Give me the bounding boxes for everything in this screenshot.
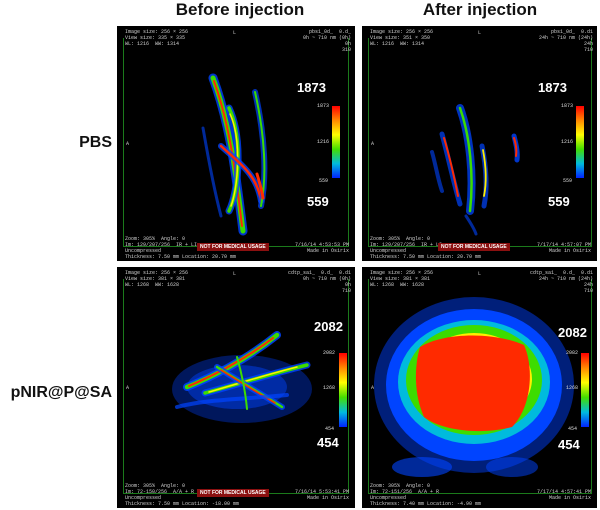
orientation-marker-left: A xyxy=(126,385,130,391)
min-value-label: 454 xyxy=(317,435,339,450)
min-value-label: 559 xyxy=(307,194,329,209)
orientation-marker-top: L xyxy=(233,30,237,36)
image-footer-right: 7/16/14 5:53:41 PM Made in Osirix xyxy=(294,489,349,501)
color-scale-bar xyxy=(339,353,347,427)
max-value-label: 2082 xyxy=(314,319,343,334)
fluorescence-image xyxy=(430,104,520,236)
color-scale-bar xyxy=(332,106,340,178)
fluorescence-image xyxy=(201,73,268,236)
column-title-after: After injection xyxy=(422,0,538,19)
color-scale-bar xyxy=(576,106,584,178)
image-footer-right: 7/17/14 4:57:07 PM Made in Osirix xyxy=(536,242,591,254)
scale-min-label: 454 xyxy=(325,426,335,432)
orientation-marker-top: L xyxy=(478,271,482,277)
max-value-label: 1873 xyxy=(538,80,567,95)
image-panel-pnir-before: Image size: 256 × 256 View size: 381 × 3… xyxy=(117,267,355,508)
image-header-left: Image size: 256 × 256 View size: 335 × 3… xyxy=(125,29,189,47)
image-header-right: pbs1_0d_ 0.d1 24h ~ 710 nm (24h) 24h 710 xyxy=(538,29,593,53)
orientation-marker-left: A xyxy=(371,141,375,147)
image-footer: Zoom: 305% Angle: 0 Im: 72-150/256 A/A +… xyxy=(125,483,240,507)
image-header-right: pbs1_0d_ 0.d_ 0h ~ 710 nm (0h) 0h 310 xyxy=(302,29,351,53)
column-title-before: Before injection xyxy=(175,0,305,19)
scale-max-label: 2082 xyxy=(323,350,336,356)
image-header-left: Image size: 256 × 256 View size: 351 × 3… xyxy=(370,29,434,47)
image-header-left: Image size: 256 × 256 View size: 381 × 3… xyxy=(125,270,189,288)
fluorescence-image xyxy=(172,331,312,423)
fluorescence-image xyxy=(374,297,574,477)
scale-mid-label: 1268 xyxy=(323,385,336,391)
image-footer: Zoom: 305% Angle: 0 Im: 72-151/256 A/A +… xyxy=(370,483,482,507)
row-label-pnir: pNIR@P@SA xyxy=(10,384,112,401)
scale-mid-label: 1216 xyxy=(317,139,330,145)
min-value-label: 559 xyxy=(548,194,570,209)
orientation-marker-left: A xyxy=(371,385,375,391)
scale-max-label: 2082 xyxy=(566,350,579,356)
scale-min-label: 559 xyxy=(563,178,573,184)
image-panel-pbs-after: Image size: 256 × 256 View size: 351 × 3… xyxy=(362,26,597,261)
scale-max-label: 1873 xyxy=(561,103,574,109)
scale-min-label: 454 xyxy=(568,426,578,432)
image-footer-right: 7/17/14 4:57:41 PM Made in Osirix xyxy=(536,489,591,501)
image-header-left: Image size: 256 × 256 View size: 381 × 3… xyxy=(370,270,434,288)
image-panel-pbs-before: Image size: 256 × 256 View size: 335 × 3… xyxy=(117,26,355,261)
warning-badge: NOT FOR MEDICAL USAGE xyxy=(197,243,269,251)
max-value-label: 1873 xyxy=(297,80,326,95)
orientation-marker-top: L xyxy=(478,30,482,36)
warning-badge: NOT FOR MEDICAL USAGE xyxy=(197,489,269,497)
row-label-pbs: PBS xyxy=(79,134,112,151)
image-header-right: cdtp_sa1_ 0.d_ 0.d1 24h ~ 710 nm (24h) 2… xyxy=(529,270,593,294)
warning-badge: NOT FOR MEDICAL USAGE xyxy=(438,243,510,251)
orientation-marker-left: A xyxy=(126,141,130,147)
image-header-right: cdtp_sa1_ 0.d_ 0.d1 0h ~ 710 nm (0h) 0h … xyxy=(287,270,351,294)
image-footer-right: 7/16/14 4:53:53 PM Made in Osirix xyxy=(294,242,349,254)
scale-max-label: 1873 xyxy=(317,103,330,109)
scale-mid-label: 1216 xyxy=(561,139,574,145)
scale-mid-label: 1268 xyxy=(566,385,579,391)
color-scale-bar xyxy=(581,353,589,427)
image-panel-pnir-after: Image size: 256 × 256 View size: 381 × 3… xyxy=(362,267,597,508)
orientation-marker-top: L xyxy=(233,271,237,277)
min-value-label: 454 xyxy=(558,437,580,452)
scale-min-label: 559 xyxy=(319,178,329,184)
image-footer: Zoom: 305% Angle: 0 Im: 129/207/256 IR +… xyxy=(125,236,237,260)
max-value-label: 2082 xyxy=(558,325,587,340)
